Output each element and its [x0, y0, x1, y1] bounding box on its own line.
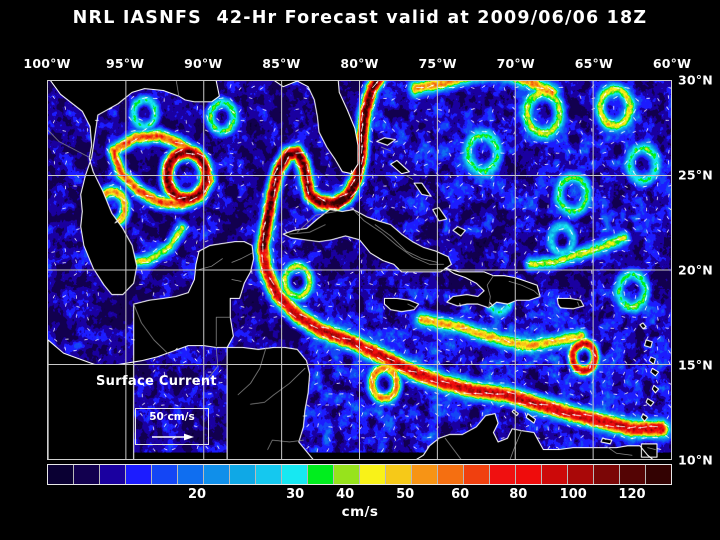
colorbar-segment [620, 465, 646, 484]
lat-tick-label-right: 15°N [678, 357, 713, 373]
colorbar-tick-label: 60 [451, 487, 470, 502]
page-title: NRL IASNFS 42-Hr Forecast valid at 2009/… [72, 8, 648, 28]
colorbar-segment [282, 465, 308, 484]
colorbar-segment [412, 465, 438, 484]
colorbar-segment [74, 465, 100, 484]
colorbar-segment [386, 465, 412, 484]
colorbar-tick-label: 50 [396, 487, 415, 502]
colorbar-segment [308, 465, 334, 484]
colorbar-segment [126, 465, 152, 484]
lat-tick-label-right: 10°N [678, 452, 713, 468]
lon-tick-label: 95°W [106, 56, 145, 71]
colorbar-segment [438, 465, 464, 484]
colorbar-segment [464, 465, 490, 484]
surface-current-label: Surface Current [96, 374, 217, 389]
colorbar-tick-labels: 20 30 40 50 60 80 100 120 [0, 487, 720, 505]
colorbar-segment [542, 465, 568, 484]
colorbar-segment [178, 465, 204, 484]
colorbar-segment [230, 465, 256, 484]
lon-tick-label: 70°W [496, 56, 535, 71]
colorbar-unit-label: cm/s [341, 504, 379, 520]
current-speed-heatmap [48, 81, 671, 459]
colorbar-tick-label: 20 [187, 487, 207, 502]
lon-tick-label: 60°W [652, 56, 692, 71]
colorbar-tick-label: 120 [618, 487, 646, 502]
colorbar-tick-label: 30 [286, 487, 305, 502]
colorbar-segment [256, 465, 282, 484]
colorbar-segment [646, 465, 671, 484]
colorbar-segment [516, 465, 542, 484]
colorbar-segment [204, 465, 230, 484]
lon-tick-label: 75°W [418, 56, 457, 71]
colorbar-segment [152, 465, 178, 484]
colorbar-tick-label: 100 [559, 487, 587, 502]
lon-tick-label: 65°W [574, 56, 613, 71]
vector-scale-key-label: 50 cm/s [149, 411, 195, 423]
map-plot-area: Surface Current 50 cm/s [47, 80, 672, 460]
right-arrow-icon [152, 433, 194, 441]
colorbar-segment [360, 465, 386, 484]
lat-tick-label-right: 30°N [678, 72, 713, 88]
lon-tick-label: 90°W [184, 56, 223, 71]
longitude-axis: 100°W 95°W 90°W 85°W 80°W 75°W 70°W 65°W 60°W [23, 56, 690, 72]
colorbar-segment [48, 465, 74, 484]
colorbar-segment [568, 465, 594, 484]
vector-scale-key: 50 cm/s [135, 408, 209, 445]
colorbar-segment [594, 465, 620, 484]
colorbar-tick-label: 40 [336, 487, 355, 502]
lon-tick-label: 100°W [23, 56, 71, 71]
colorbar-tick-label: 80 [509, 487, 528, 502]
lat-tick-label-right: 25°N [678, 167, 713, 183]
colorbar-segment [490, 465, 516, 484]
lon-tick-label: 80°W [340, 56, 379, 71]
colorbar-segment [100, 465, 126, 484]
colorbar-segment [334, 465, 360, 484]
lat-tick-label-right: 20°N [678, 262, 713, 278]
lon-tick-label: 85°W [262, 56, 301, 71]
colorbar [47, 464, 672, 485]
